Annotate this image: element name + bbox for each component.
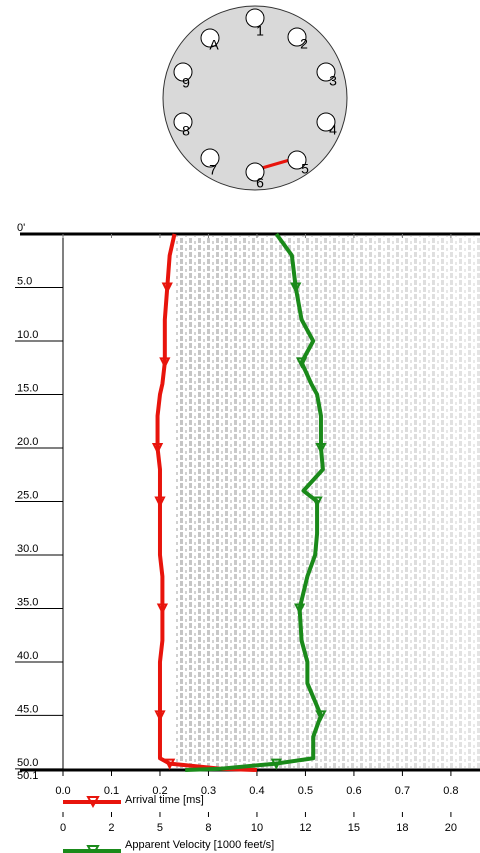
y-tick-label: 50.0 bbox=[17, 757, 38, 769]
x2-tick-label: 12 bbox=[299, 822, 311, 834]
x-tick-label: 0.7 bbox=[395, 785, 410, 797]
tube-label: 3 bbox=[329, 73, 337, 89]
pile-section bbox=[163, 6, 347, 190]
tube-label: 4 bbox=[329, 122, 337, 138]
y-tick-label: 25.0 bbox=[17, 489, 38, 501]
legend-label: Arrival time [ms] bbox=[125, 794, 204, 806]
page: 123456789A 0'5.010.015.020.025.030.035.0… bbox=[0, 0, 480, 853]
legend-label: Apparent Velocity [1000 feet/s] bbox=[125, 839, 274, 851]
x-tick-label: 0.6 bbox=[346, 785, 361, 797]
tube-label: 7 bbox=[209, 162, 217, 178]
y-tick-label: 30.0 bbox=[17, 543, 38, 555]
x2-tick-label: 15 bbox=[348, 822, 360, 834]
x-tick-label: 0.8 bbox=[443, 785, 458, 797]
y-tick-label: 40.0 bbox=[17, 650, 38, 662]
x2-tick-label: 5 bbox=[157, 822, 163, 834]
y-tick-label: 50.1 bbox=[17, 770, 38, 782]
x2-tick-label: 8 bbox=[205, 822, 211, 834]
tube-label: A bbox=[209, 37, 219, 53]
tube-label: 8 bbox=[182, 123, 190, 139]
x2-tick-label: 0 bbox=[60, 822, 66, 834]
tube-label: 1 bbox=[256, 23, 264, 39]
y-tick-label: 20.0 bbox=[17, 436, 38, 448]
y-tick-label: 35.0 bbox=[17, 596, 38, 608]
x-tick-label: 0.1 bbox=[104, 785, 119, 797]
waveform-fade bbox=[175, 236, 480, 768]
tube-label: 5 bbox=[301, 161, 309, 177]
tube-diagram: 1 2 3 4 5 6 7 8 9 A bbox=[163, 6, 347, 191]
tube-label: 2 bbox=[300, 36, 308, 52]
y-tick-label: 0' bbox=[17, 222, 25, 234]
x2-tick-label: 2 bbox=[108, 822, 114, 834]
y-tick-label: 10.0 bbox=[17, 329, 38, 341]
x2-tick-label: 18 bbox=[396, 822, 408, 834]
x2-tick-label: 20 bbox=[445, 822, 457, 834]
y-tick-label: 15.0 bbox=[17, 382, 38, 394]
x-tick-label: 0.5 bbox=[298, 785, 313, 797]
x-tick-label: 0.0 bbox=[55, 785, 70, 797]
y-tick-label: 45.0 bbox=[17, 703, 38, 715]
y-tick-label: 5.0 bbox=[17, 275, 32, 287]
x2-tick-label: 10 bbox=[251, 822, 263, 834]
x-tick-label: 0.4 bbox=[249, 785, 264, 797]
tube-label: 9 bbox=[182, 75, 190, 91]
tube-label: 6 bbox=[256, 175, 264, 191]
